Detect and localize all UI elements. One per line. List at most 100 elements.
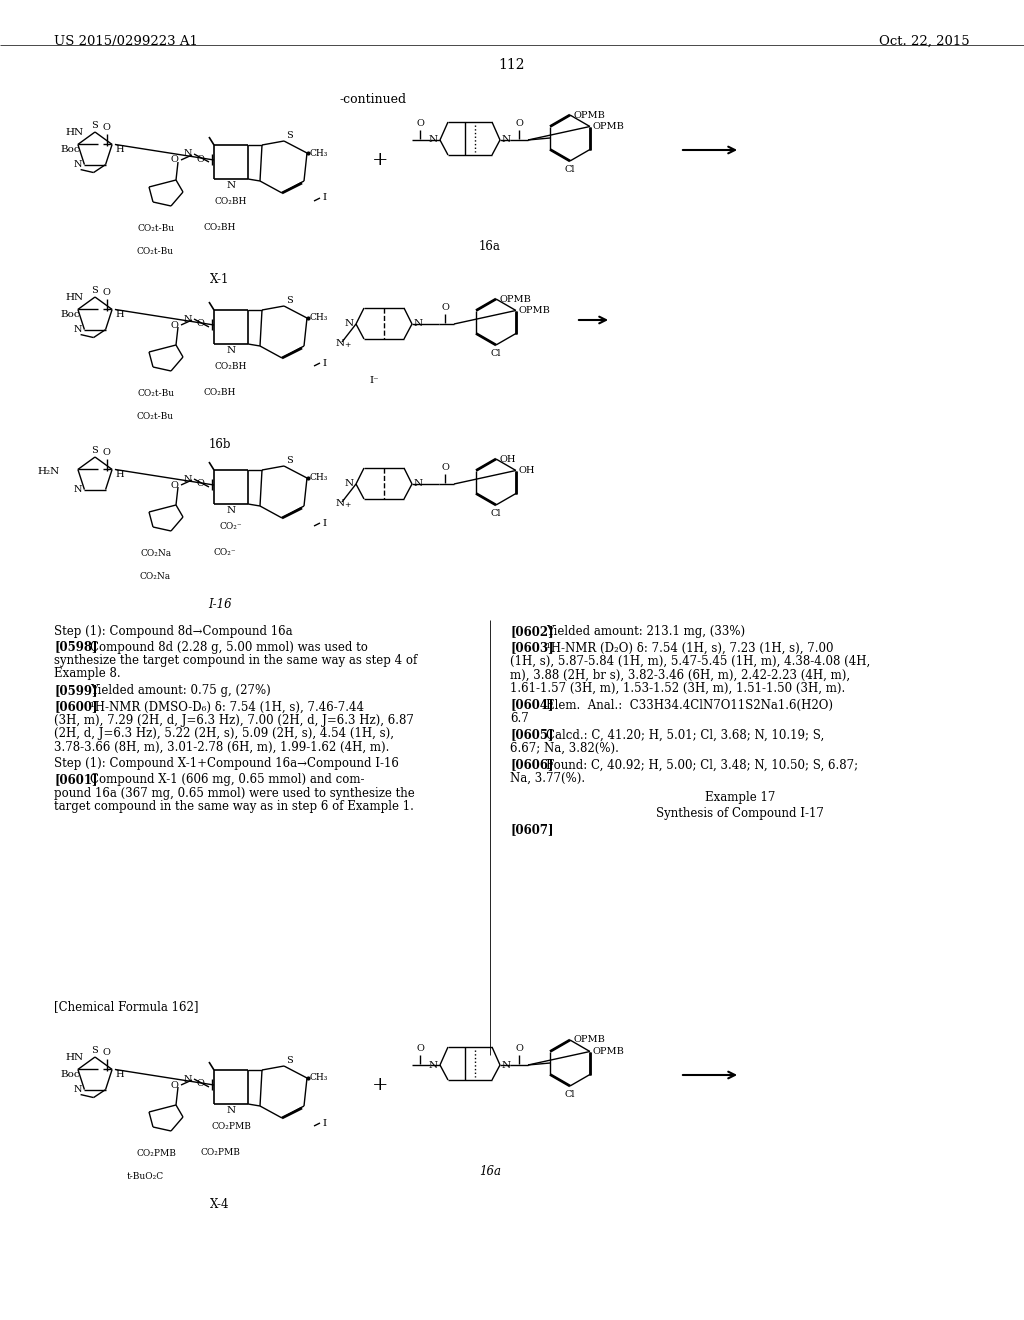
Text: N: N: [502, 1060, 511, 1069]
Text: O: O: [197, 479, 204, 488]
Text: O: O: [441, 463, 449, 473]
Text: S: S: [286, 131, 293, 140]
Text: N: N: [502, 136, 511, 144]
Text: O: O: [441, 304, 449, 312]
Text: [0604]: [0604]: [510, 698, 554, 711]
Text: US 2015/0299223 A1: US 2015/0299223 A1: [54, 36, 198, 48]
Text: OPMB: OPMB: [593, 121, 625, 131]
Text: CO₂PMB: CO₂PMB: [200, 1148, 240, 1158]
Text: X-4: X-4: [210, 1199, 229, 1210]
Text: N: N: [336, 499, 345, 508]
Text: +: +: [372, 1076, 388, 1094]
Text: target compound in the same way as in step 6 of Example 1.: target compound in the same way as in st…: [54, 800, 414, 813]
Text: S: S: [91, 446, 98, 455]
Text: +: +: [344, 341, 350, 348]
Text: pound 16a (367 mg, 0.65 mmol) were used to synthesize the: pound 16a (367 mg, 0.65 mmol) were used …: [54, 787, 415, 800]
Text: Compound 8d (2.28 g, 5.00 mmol) was used to: Compound 8d (2.28 g, 5.00 mmol) was used…: [90, 640, 368, 653]
Text: I: I: [322, 519, 326, 528]
Text: X-1: X-1: [210, 273, 229, 286]
Text: O: O: [170, 1081, 178, 1089]
Text: O: O: [416, 1044, 424, 1053]
Text: CO₂t-Bu: CO₂t-Bu: [136, 247, 173, 256]
Text: Cl: Cl: [565, 165, 575, 174]
Text: CO₂PMB: CO₂PMB: [211, 1122, 251, 1131]
Text: [0600]: [0600]: [54, 701, 97, 714]
Text: CO₂t-Bu: CO₂t-Bu: [136, 412, 173, 421]
Text: O: O: [515, 119, 523, 128]
Text: OPMB: OPMB: [593, 1047, 625, 1056]
Text: N: N: [226, 506, 236, 515]
Text: N: N: [183, 474, 193, 483]
Text: CO₂t-Bu: CO₂t-Bu: [137, 224, 174, 234]
Text: N: N: [74, 160, 82, 169]
Text: [Chemical Formula 162]: [Chemical Formula 162]: [54, 1001, 199, 1012]
Text: CO₂Na: CO₂Na: [139, 572, 171, 581]
Text: N: N: [345, 319, 354, 329]
Text: [0605]: [0605]: [510, 729, 554, 742]
Text: I⁻: I⁻: [370, 376, 379, 385]
Text: H: H: [116, 470, 125, 479]
Text: O: O: [103, 1048, 111, 1057]
Text: OPMB: OPMB: [573, 111, 605, 120]
Text: O: O: [103, 124, 111, 132]
Text: [0598]: [0598]: [54, 640, 97, 653]
Text: t-BuO₂C: t-BuO₂C: [126, 1172, 164, 1181]
Text: (3H, m), 7.29 (2H, d, J=6.3 Hz), 7.00 (2H, d, J=6.3 Hz), 6.87: (3H, m), 7.29 (2H, d, J=6.3 Hz), 7.00 (2…: [54, 714, 414, 727]
Text: Calcd.: C, 41.20; H, 5.01; Cl, 3.68; N, 10.19; S,: Calcd.: C, 41.20; H, 5.01; Cl, 3.68; N, …: [546, 729, 824, 742]
Text: O: O: [170, 480, 178, 490]
Text: S: S: [91, 286, 98, 294]
Text: CO₂⁻: CO₂⁻: [214, 548, 237, 557]
Text: N: N: [226, 346, 236, 355]
Text: 6.67; Na, 3.82(%).: 6.67; Na, 3.82(%).: [510, 742, 618, 755]
Text: N: N: [74, 325, 82, 334]
Text: Na, 3.77(%).: Na, 3.77(%).: [510, 772, 585, 785]
Text: [0602]: [0602]: [510, 624, 554, 638]
Text: [0606]: [0606]: [510, 759, 554, 771]
Text: Elem.  Anal.:  C33H34.4ClN7O11S2Na1.6(H2O): Elem. Anal.: C33H34.4ClN7O11S2Na1.6(H2O): [546, 698, 833, 711]
Text: N: N: [429, 136, 438, 144]
Text: S: S: [91, 1045, 98, 1055]
Text: [0601]: [0601]: [54, 774, 97, 785]
Text: Boc: Boc: [60, 1071, 80, 1078]
Text: I: I: [322, 1118, 326, 1127]
Text: O: O: [416, 119, 424, 128]
Text: O: O: [103, 289, 111, 297]
Text: 16a: 16a: [479, 1166, 501, 1177]
Text: OPMB: OPMB: [573, 1035, 605, 1044]
Text: [0607]: [0607]: [510, 824, 554, 837]
Text: CH₃: CH₃: [310, 1073, 329, 1082]
Text: 112: 112: [499, 58, 525, 73]
Text: Compound X-1 (606 mg, 0.65 mmol) and com-: Compound X-1 (606 mg, 0.65 mmol) and com…: [90, 774, 365, 785]
Text: 16b: 16b: [209, 438, 231, 451]
Text: O: O: [170, 156, 178, 165]
Text: S: S: [286, 455, 293, 465]
Text: Cl: Cl: [490, 348, 502, 358]
Text: Cl: Cl: [490, 510, 502, 517]
Text: HN: HN: [65, 1053, 83, 1063]
Text: I: I: [322, 194, 326, 202]
Text: H: H: [116, 1071, 125, 1080]
Text: H: H: [116, 310, 125, 319]
Text: H₂N: H₂N: [38, 467, 60, 477]
Text: CH₃: CH₃: [310, 149, 329, 157]
Text: OPMB: OPMB: [519, 306, 551, 315]
Text: N: N: [429, 1060, 438, 1069]
Text: N: N: [183, 1074, 193, 1084]
Text: I-16: I-16: [208, 598, 231, 611]
Text: S: S: [286, 296, 293, 305]
Text: N: N: [414, 319, 423, 329]
Text: OH: OH: [499, 454, 515, 463]
Text: [0603]: [0603]: [510, 642, 554, 655]
Text: synthesize the target compound in the same way as step 4 of: synthesize the target compound in the sa…: [54, 653, 417, 667]
Text: N: N: [183, 149, 193, 158]
Text: Example 8.: Example 8.: [54, 668, 121, 681]
Text: I: I: [322, 359, 326, 367]
Text: Step (1): Compound 8d→Compound 16a: Step (1): Compound 8d→Compound 16a: [54, 624, 293, 638]
Text: Found: C, 40.92; H, 5.00; Cl, 3.48; N, 10.50; S, 6.87;: Found: C, 40.92; H, 5.00; Cl, 3.48; N, 1…: [546, 759, 858, 771]
Text: Synthesis of Compound I-17: Synthesis of Compound I-17: [656, 807, 824, 820]
Text: Boc: Boc: [60, 310, 80, 319]
Text: -continued: -continued: [340, 92, 408, 106]
Text: CO₂BH: CO₂BH: [215, 362, 247, 371]
Text: N: N: [74, 1085, 82, 1094]
Text: S: S: [91, 121, 98, 129]
